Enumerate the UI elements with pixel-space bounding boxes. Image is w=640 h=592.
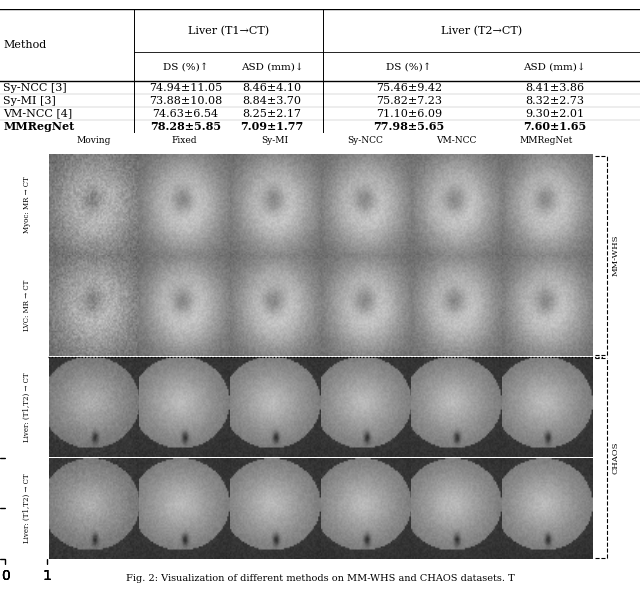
Text: Fixed: Fixed bbox=[172, 136, 196, 145]
Text: 8.84±3.70: 8.84±3.70 bbox=[243, 95, 301, 105]
Text: ASD (mm)↓: ASD (mm)↓ bbox=[523, 62, 586, 71]
Text: Fig. 2: Visualization of different methods on MM-WHS and CHAOS datasets. T: Fig. 2: Visualization of different metho… bbox=[125, 574, 515, 584]
Text: 75.82±7.23: 75.82±7.23 bbox=[376, 95, 442, 105]
Text: 8.46±4.10: 8.46±4.10 bbox=[243, 82, 302, 92]
Text: 77.98±5.65: 77.98±5.65 bbox=[373, 121, 444, 132]
Text: Liver: (T1,T2) → CT: Liver: (T1,T2) → CT bbox=[23, 474, 31, 543]
Text: 8.41±3.86: 8.41±3.86 bbox=[525, 82, 584, 92]
Text: DS (%)↑: DS (%)↑ bbox=[386, 62, 431, 71]
Text: MMRegNet: MMRegNet bbox=[3, 121, 74, 132]
Text: LVC: MR → CT: LVC: MR → CT bbox=[23, 280, 31, 332]
Text: 7.60±1.65: 7.60±1.65 bbox=[523, 121, 586, 132]
Text: 78.28±5.85: 78.28±5.85 bbox=[150, 121, 221, 132]
Text: Moving: Moving bbox=[76, 136, 111, 145]
Text: 9.30±2.01: 9.30±2.01 bbox=[525, 108, 584, 118]
Text: 8.32±2.73: 8.32±2.73 bbox=[525, 95, 584, 105]
Text: Sy-MI: Sy-MI bbox=[261, 136, 288, 145]
Text: VM-NCC: VM-NCC bbox=[436, 136, 476, 145]
Text: DS (%)↑: DS (%)↑ bbox=[163, 62, 208, 71]
Text: CHAOS: CHAOS bbox=[612, 442, 620, 474]
Text: Sy-NCC: Sy-NCC bbox=[348, 136, 383, 145]
Text: 7.09±1.77: 7.09±1.77 bbox=[241, 121, 304, 132]
Text: 71.10±6.09: 71.10±6.09 bbox=[376, 108, 442, 118]
Text: MM-WHS: MM-WHS bbox=[612, 234, 620, 276]
Text: 74.94±11.05: 74.94±11.05 bbox=[148, 82, 222, 92]
Text: 8.25±2.17: 8.25±2.17 bbox=[243, 108, 301, 118]
Text: Myoc: MR → CT: Myoc: MR → CT bbox=[23, 176, 31, 233]
Text: Sy-NCC [3]: Sy-NCC [3] bbox=[3, 82, 67, 92]
Text: Liver: (T1,T2) → CT: Liver: (T1,T2) → CT bbox=[23, 372, 31, 442]
Text: 75.46±9.42: 75.46±9.42 bbox=[376, 82, 442, 92]
Text: Method: Method bbox=[3, 40, 47, 50]
Text: 73.88±10.08: 73.88±10.08 bbox=[148, 95, 222, 105]
Text: VM-NCC [4]: VM-NCC [4] bbox=[3, 108, 72, 118]
Text: Liver (T1→CT): Liver (T1→CT) bbox=[188, 25, 269, 36]
Text: ASD (mm)↓: ASD (mm)↓ bbox=[241, 62, 303, 71]
Text: MMRegNet: MMRegNet bbox=[520, 136, 573, 145]
Text: Sy-MI [3]: Sy-MI [3] bbox=[3, 95, 56, 105]
Text: Liver (T2→CT): Liver (T2→CT) bbox=[441, 25, 522, 36]
Text: 74.63±6.54: 74.63±6.54 bbox=[152, 108, 218, 118]
